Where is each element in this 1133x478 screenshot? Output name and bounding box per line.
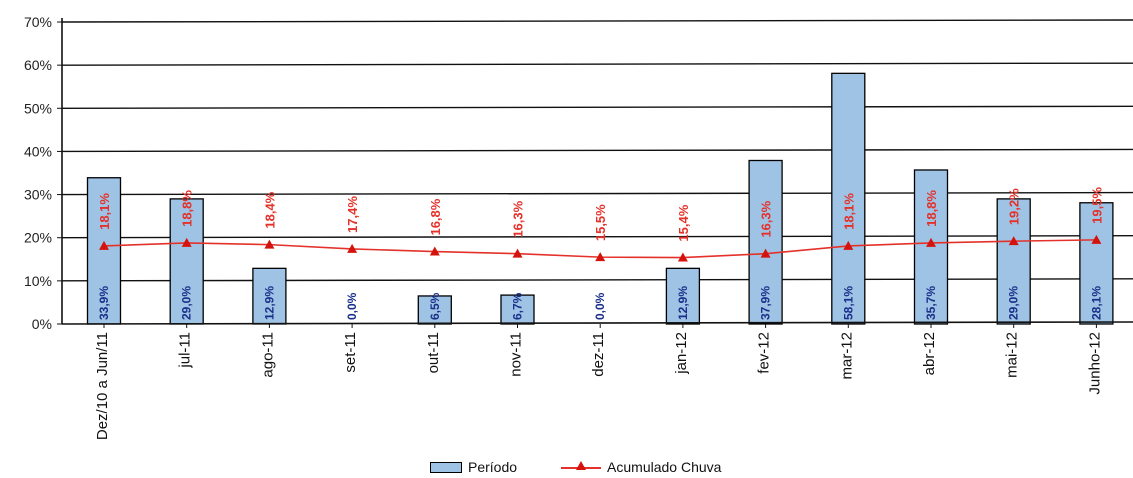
line-value-label: 15,5% bbox=[593, 204, 608, 241]
gridline bbox=[61, 191, 1133, 196]
line-value-label: 18,8% bbox=[924, 190, 939, 227]
x-category-label: nov-11 bbox=[508, 332, 525, 377]
x-category-label: mai-12 bbox=[1004, 332, 1021, 378]
line-marker bbox=[1008, 236, 1019, 246]
gridline bbox=[61, 105, 1133, 109]
line-marker bbox=[181, 237, 192, 247]
legend-bar-swatch bbox=[430, 461, 462, 473]
line-marker bbox=[677, 252, 688, 262]
x-category-label: fev-12 bbox=[756, 332, 773, 374]
line-marker bbox=[99, 240, 109, 250]
line-value-label: 18,8% bbox=[180, 190, 195, 227]
bar-value-label: 28,1% bbox=[1089, 286, 1103, 320]
x-category-label: dez-11 bbox=[590, 332, 607, 377]
y-tick-label: 40% bbox=[24, 143, 52, 159]
line-marker bbox=[264, 239, 275, 249]
x-axis-line bbox=[61, 321, 1133, 325]
line-value-label: 17,4% bbox=[345, 196, 360, 233]
line-series: 18,1% 18,8% 18,4% 17,4% 16,8% 16,3% 15,5% 15,4%… bbox=[97, 187, 1104, 262]
gridlines bbox=[61, 19, 1133, 282]
y-tick-label: 30% bbox=[24, 187, 52, 203]
line-marker bbox=[926, 237, 936, 247]
legend-item-acumulado: Acumulado Chuva bbox=[561, 459, 721, 475]
x-category-label: jul-11 bbox=[177, 332, 194, 369]
bar bbox=[913, 169, 949, 325]
bar-value-label: 0,0% bbox=[593, 292, 607, 320]
line-marker bbox=[760, 248, 771, 258]
line-value-label: 16,3% bbox=[759, 200, 774, 237]
x-category-label: mar-12 bbox=[838, 332, 855, 380]
bar-value-label: 35,7% bbox=[924, 286, 938, 320]
line-marker bbox=[1091, 234, 1102, 244]
bar bbox=[86, 177, 122, 325]
bar-value-label: 6,7% bbox=[511, 292, 525, 320]
gridline bbox=[61, 278, 1133, 282]
bar-value-label: 29,0% bbox=[180, 286, 194, 320]
bar bbox=[831, 72, 866, 325]
line-marker bbox=[843, 240, 854, 250]
bar bbox=[252, 267, 287, 325]
x-category-label: Junho-12 bbox=[1086, 332, 1103, 395]
x-category-label: ago-11 bbox=[259, 332, 276, 378]
line-value-label: 18,1% bbox=[97, 193, 112, 230]
bar-value-label: 58,1% bbox=[841, 286, 855, 320]
bar-value-label: 29,0% bbox=[1007, 286, 1021, 320]
line-value-label: 16,8% bbox=[428, 198, 443, 235]
x-axis-categories: Dez/10 a Jun/11 jul-11 ago-11 set-11 out-11 n… bbox=[94, 324, 1103, 440]
bar bbox=[996, 198, 1031, 325]
line-marker bbox=[595, 252, 606, 262]
axes bbox=[61, 18, 1133, 325]
line-marker bbox=[429, 246, 440, 256]
line-value-label: 15,4% bbox=[676, 204, 691, 241]
gridline bbox=[61, 148, 1133, 153]
y-tick-label: 10% bbox=[24, 273, 52, 289]
x-category-label: Dez/10 a Jun/11 bbox=[94, 332, 111, 440]
bar-value-label: 12,9% bbox=[676, 286, 690, 320]
gridline bbox=[61, 235, 1133, 239]
y-tick-label: 20% bbox=[24, 230, 52, 246]
bar bbox=[1079, 202, 1114, 325]
bar-value-label: 0,0% bbox=[345, 292, 359, 320]
bar bbox=[417, 295, 452, 325]
legend-label-periodo: Período bbox=[468, 459, 518, 475]
line-value-label: 16,3% bbox=[511, 200, 526, 237]
line-value-label: 19,2% bbox=[1007, 188, 1022, 225]
y-axis-ticks: 0% 10% 20% 30% 40% 50% 60% 70% bbox=[24, 14, 62, 332]
x-category-label: set-11 bbox=[342, 332, 359, 373]
y-tick-label: 60% bbox=[24, 57, 52, 73]
bars: 33,9% 29,0% 12,9% 0,0% 6,5% 6,7% 0,0% 12,9% 37,9… bbox=[86, 72, 1114, 325]
y-tick-label: 50% bbox=[24, 100, 52, 116]
gridline bbox=[61, 62, 1133, 66]
line-marker bbox=[512, 248, 523, 258]
line-value-label: 18,1% bbox=[841, 193, 856, 230]
legend-label-acumulado: Acumulado Chuva bbox=[607, 459, 722, 475]
legend-line-swatch bbox=[561, 461, 602, 473]
y-tick-label: 70% bbox=[24, 14, 52, 30]
x-category-label: out-11 bbox=[425, 332, 442, 373]
x-category-label: abr-12 bbox=[921, 332, 938, 375]
y-tick-label: 0% bbox=[32, 316, 52, 332]
bar bbox=[169, 198, 204, 325]
line-value-label: 18,4% bbox=[262, 191, 277, 228]
legend-item-periodo: Período bbox=[430, 459, 517, 475]
bar-value-label: 33,9% bbox=[97, 286, 111, 320]
x-category-label: jan-12 bbox=[673, 332, 690, 375]
bar-value-label: 37,9% bbox=[759, 286, 773, 320]
bar-value-label: 6,5% bbox=[428, 292, 442, 320]
legend: Período Acumulado Chuva bbox=[430, 459, 765, 475]
line-value-label: 19,5% bbox=[1089, 187, 1104, 224]
line-marker bbox=[347, 243, 358, 253]
bar-value-label: 12,9% bbox=[262, 286, 276, 320]
gridline bbox=[61, 19, 1133, 23]
